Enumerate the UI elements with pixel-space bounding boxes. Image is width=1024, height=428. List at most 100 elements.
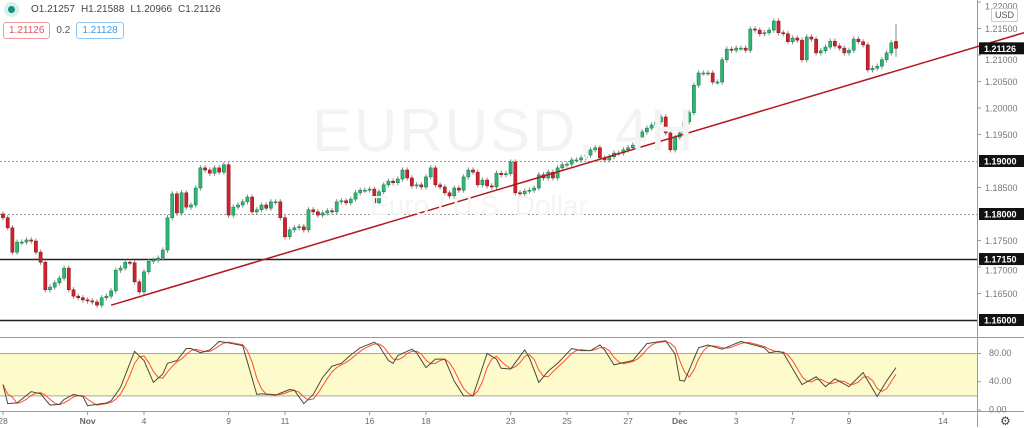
candle-body (52, 282, 57, 288)
candle-body (207, 169, 212, 174)
candle-body (786, 33, 790, 42)
candle-body (551, 171, 555, 179)
candle-body (767, 29, 771, 33)
candle (391, 178, 395, 186)
price-tick-label: 1.16500 (985, 289, 1018, 299)
candle (884, 50, 889, 63)
candle (363, 187, 367, 193)
candle-body (776, 20, 781, 33)
candle (569, 157, 574, 167)
candle (222, 162, 226, 175)
candle-body (217, 167, 222, 173)
candle (762, 30, 767, 37)
candle (240, 199, 245, 208)
candle-body (762, 32, 767, 35)
candle-body (823, 46, 828, 52)
gear-icon[interactable]: ⚙ (1000, 414, 1011, 428)
candle-body (748, 28, 753, 51)
candle-body (884, 52, 889, 61)
candle-body (175, 193, 179, 214)
candle-body (301, 226, 306, 231)
candle-body (203, 167, 207, 171)
candle-body (668, 132, 673, 151)
candle (513, 159, 518, 196)
candle-body (146, 260, 151, 273)
candle (640, 129, 645, 140)
candle-body (34, 240, 38, 253)
candle-body (118, 267, 123, 271)
candle (189, 202, 193, 210)
candle (128, 259, 132, 266)
candle (786, 31, 790, 45)
candle (179, 190, 184, 216)
candle-body (739, 47, 743, 50)
candle (386, 178, 391, 188)
candle (861, 39, 865, 48)
time-tick-label: 16 (365, 416, 375, 426)
candle (81, 295, 85, 303)
time-tick-label: 3 (734, 416, 739, 426)
candle (706, 70, 710, 76)
candle-body (442, 186, 447, 194)
currency-badge[interactable]: USD (991, 8, 1019, 22)
candle-body (480, 179, 485, 186)
candle (410, 175, 414, 189)
ohlc-open: O1.21257 (31, 4, 75, 15)
candle (264, 202, 269, 211)
candle-body (438, 184, 442, 188)
candle-body (367, 188, 372, 191)
candle (668, 130, 673, 153)
candle (508, 159, 513, 177)
candle (132, 260, 137, 285)
candle-body (231, 206, 236, 216)
market-status-dot-icon (8, 6, 15, 13)
time-tick-label: 27 (623, 416, 633, 426)
candle (254, 207, 259, 215)
candle (212, 165, 217, 176)
candle-body (818, 50, 823, 54)
sell-button[interactable]: 1.21126 (3, 22, 51, 39)
candle-body (320, 212, 325, 216)
candle-body (771, 20, 776, 31)
candle-body (179, 192, 184, 214)
buy-button[interactable]: 1.21128 (76, 22, 124, 39)
candle-body (377, 191, 381, 204)
candle-body (574, 159, 579, 162)
candle (851, 36, 856, 53)
candle (527, 187, 532, 194)
candle (504, 171, 508, 178)
candle-body (311, 209, 316, 213)
candle (743, 45, 748, 53)
candle-body (837, 45, 842, 49)
candle-body (76, 295, 81, 298)
candle-body (447, 192, 452, 197)
time-tick-label: 7 (790, 416, 795, 426)
candle-body (471, 169, 475, 173)
candle (320, 210, 325, 218)
candle (273, 199, 278, 205)
candle (287, 227, 292, 240)
candle-body (43, 261, 48, 291)
candle-body (626, 147, 630, 151)
time-tick-label: 14 (938, 416, 948, 426)
candle-body (753, 28, 757, 31)
candle-body (560, 164, 565, 169)
price-label-badge (979, 314, 1024, 326)
candle-body (419, 184, 424, 188)
candle (142, 269, 146, 295)
candle (475, 169, 480, 188)
candle (424, 174, 428, 190)
candle-body (90, 300, 95, 303)
candle-body (198, 167, 203, 189)
candle-body (278, 201, 283, 218)
candle (461, 174, 466, 193)
candle-body (306, 209, 311, 231)
candle (283, 215, 287, 240)
candle (278, 199, 283, 221)
candle-body (466, 169, 471, 178)
candle-body (861, 41, 865, 46)
candle (24, 237, 29, 245)
candle (701, 70, 706, 76)
candle (795, 35, 800, 43)
